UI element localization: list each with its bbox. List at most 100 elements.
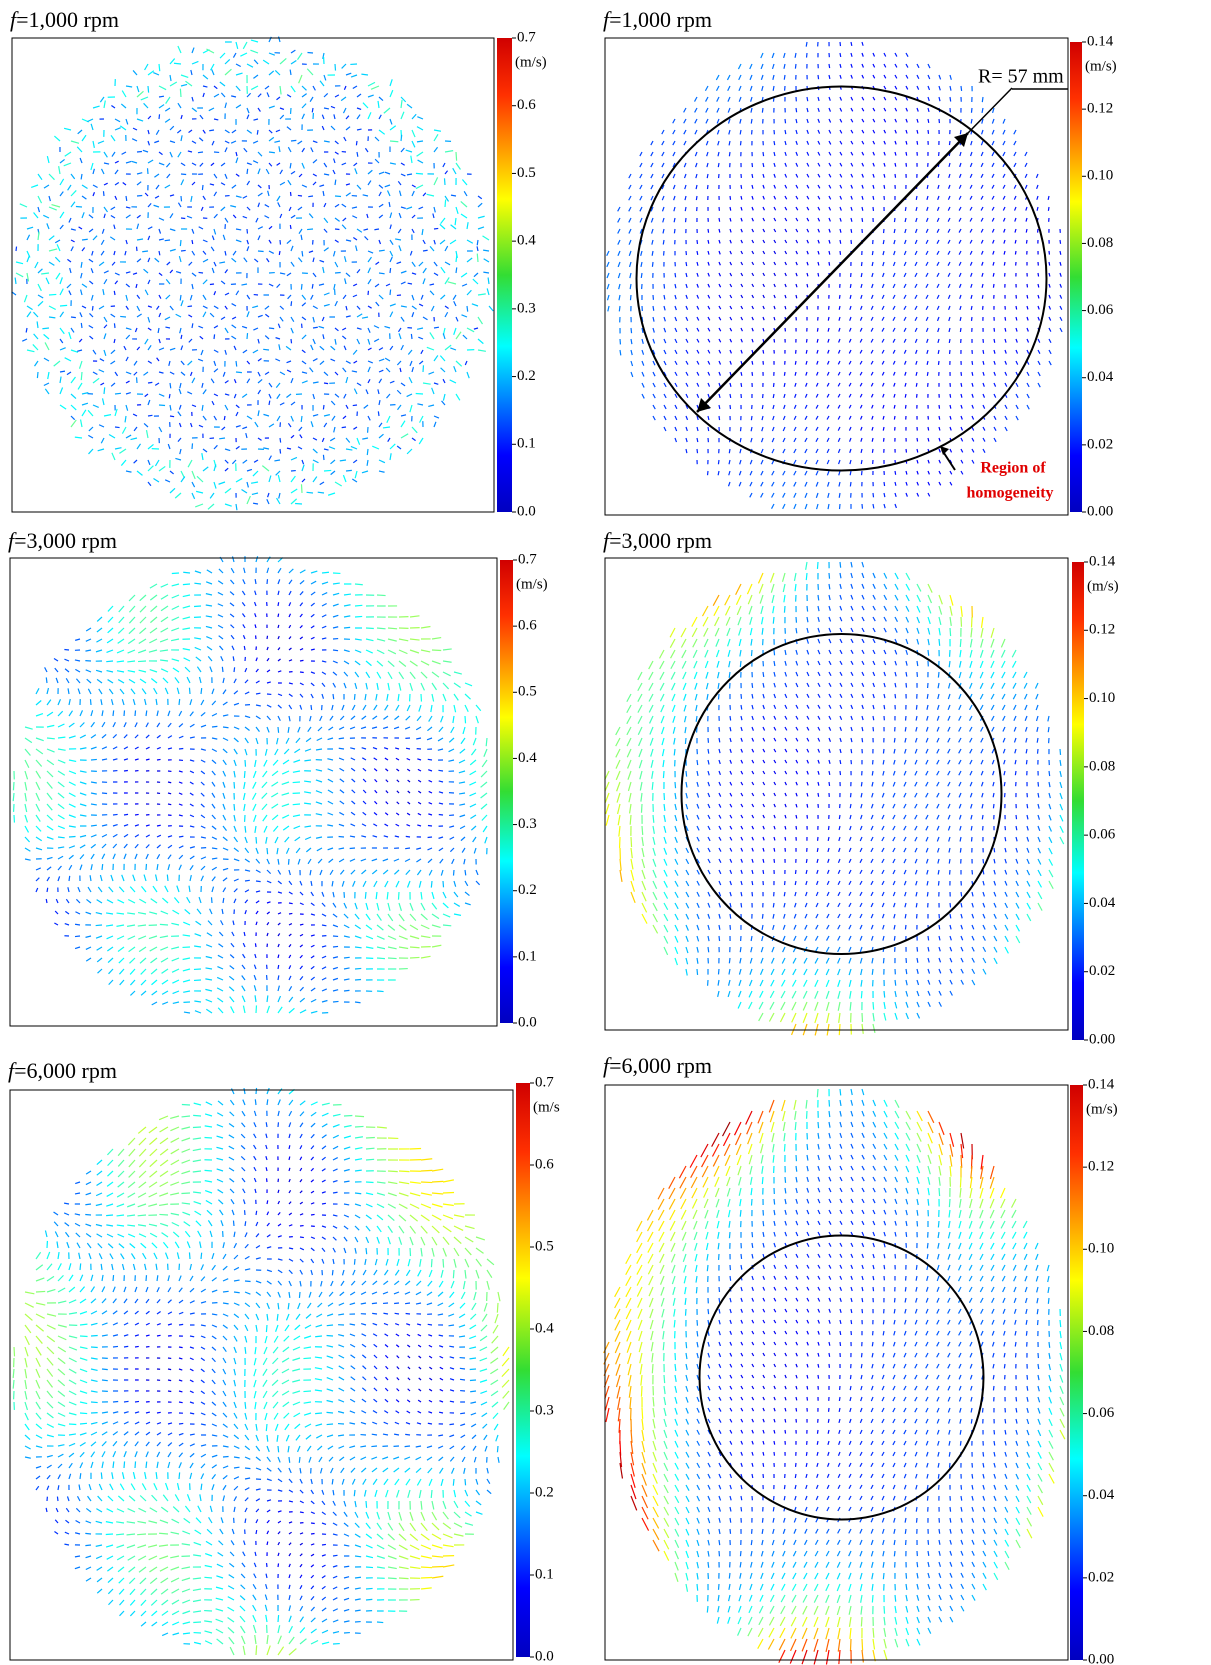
vector	[671, 693, 676, 702]
vector	[299, 997, 306, 1003]
vector	[289, 162, 292, 169]
vector	[729, 316, 733, 321]
vector	[179, 382, 182, 389]
vector	[859, 338, 863, 343]
vector	[101, 746, 108, 750]
vector	[472, 278, 479, 285]
vector	[230, 567, 235, 574]
vector	[715, 638, 720, 647]
vector	[343, 660, 350, 665]
vector	[883, 492, 886, 498]
vector	[275, 337, 281, 340]
vector	[125, 327, 132, 331]
vector	[916, 481, 919, 486]
vector	[206, 645, 213, 651]
vector	[224, 459, 229, 464]
vector	[252, 349, 259, 354]
vector	[397, 693, 400, 702]
vector	[321, 614, 327, 618]
vector	[112, 823, 118, 827]
vector	[650, 184, 654, 190]
vector	[685, 261, 688, 267]
vector	[64, 910, 70, 915]
vector	[268, 423, 275, 428]
vector	[288, 590, 292, 596]
vector	[936, 294, 940, 300]
vector	[1014, 748, 1017, 754]
vector	[740, 316, 744, 321]
vector	[172, 1001, 180, 1005]
vector	[469, 770, 477, 776]
vector	[396, 779, 400, 783]
vector	[450, 726, 455, 734]
vector	[140, 979, 147, 986]
vector	[466, 239, 474, 244]
vector	[134, 710, 137, 717]
vector	[121, 874, 125, 882]
vector	[784, 228, 788, 233]
vector	[771, 492, 775, 498]
vector	[229, 954, 235, 959]
vector	[292, 770, 301, 773]
vector	[136, 214, 141, 219]
vector	[969, 660, 973, 668]
vector	[429, 245, 435, 252]
vector	[795, 228, 799, 233]
vector	[169, 347, 176, 351]
vector	[167, 844, 173, 849]
vector	[351, 789, 356, 794]
vector	[696, 261, 699, 266]
vector	[169, 470, 174, 475]
vector	[252, 502, 259, 505]
vector	[894, 503, 897, 509]
vector	[345, 360, 351, 364]
vector	[661, 129, 665, 135]
vector	[894, 85, 898, 90]
vector	[850, 660, 854, 665]
vector	[268, 70, 275, 76]
vector	[936, 704, 940, 710]
vector	[307, 228, 314, 231]
vector	[241, 489, 248, 494]
vector	[79, 710, 84, 717]
vector	[257, 250, 264, 253]
vector	[304, 836, 312, 841]
vector	[74, 436, 83, 439]
vector	[383, 107, 391, 114]
vector	[198, 676, 202, 684]
vector	[990, 704, 995, 711]
vector	[696, 360, 700, 365]
vector	[1012, 682, 1017, 689]
vector	[969, 649, 973, 658]
vector	[860, 272, 863, 278]
vector	[231, 95, 237, 98]
vector	[477, 349, 486, 352]
vector	[266, 681, 271, 684]
vector	[707, 327, 711, 332]
vector	[717, 162, 720, 168]
vector	[396, 389, 402, 395]
vector	[927, 605, 932, 614]
vector	[88, 434, 94, 439]
vector	[410, 333, 413, 340]
vector	[323, 107, 330, 110]
vector	[150, 957, 158, 964]
vector	[772, 85, 775, 91]
vector	[750, 96, 753, 102]
vector	[282, 759, 290, 765]
vector	[927, 74, 931, 80]
vector	[81, 134, 87, 142]
vector	[334, 327, 339, 332]
vector	[197, 358, 204, 362]
vector	[107, 957, 114, 964]
vector	[242, 426, 248, 430]
vector	[136, 118, 144, 122]
vector	[958, 737, 962, 743]
vector	[155, 129, 160, 135]
colorbar-unit: (m/s)	[516, 576, 548, 592]
vector	[230, 624, 235, 629]
vector	[299, 902, 304, 906]
vector	[123, 345, 127, 351]
vector	[79, 312, 83, 318]
vector	[177, 202, 182, 208]
